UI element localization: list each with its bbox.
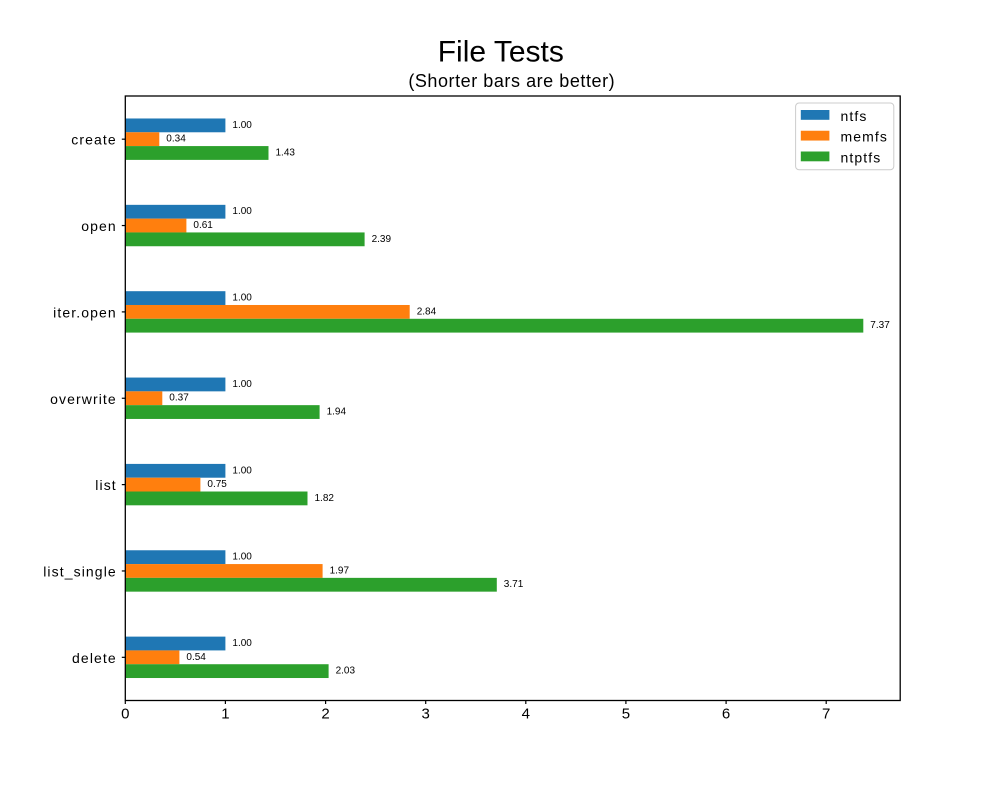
svg-text:0.34: 0.34: [166, 134, 186, 145]
svg-text:overwrite: overwrite: [50, 391, 117, 407]
svg-text:memfs: memfs: [841, 129, 889, 145]
svg-text:ntfs: ntfs: [841, 108, 868, 124]
svg-text:list: list: [95, 477, 117, 493]
svg-text:6: 6: [722, 706, 730, 723]
svg-text:ntptfs: ntptfs: [841, 149, 882, 165]
svg-text:2.39: 2.39: [372, 234, 392, 245]
svg-text:1.00: 1.00: [232, 293, 252, 304]
svg-text:list_single: list_single: [43, 563, 117, 579]
svg-text:1.82: 1.82: [315, 493, 335, 504]
svg-text:1.43: 1.43: [276, 147, 296, 158]
svg-text:1.94: 1.94: [327, 407, 347, 418]
svg-text:0: 0: [121, 706, 129, 723]
svg-text:create: create: [71, 132, 117, 148]
svg-text:4: 4: [522, 706, 530, 723]
svg-text:7.37: 7.37: [870, 320, 890, 331]
svg-text:2.03: 2.03: [336, 666, 356, 677]
svg-text:2: 2: [321, 706, 329, 723]
svg-text:0.37: 0.37: [169, 393, 189, 404]
svg-text:1.00: 1.00: [232, 638, 252, 649]
svg-text:1.00: 1.00: [232, 465, 252, 476]
svg-text:0.61: 0.61: [193, 220, 213, 231]
svg-text:delete: delete: [72, 650, 117, 666]
svg-text:3.71: 3.71: [504, 579, 524, 590]
svg-text:1.00: 1.00: [232, 206, 252, 217]
svg-text:3: 3: [422, 706, 430, 723]
svg-text:5: 5: [622, 706, 630, 723]
svg-text:1: 1: [221, 706, 229, 723]
svg-text:File Tests: File Tests: [438, 36, 564, 69]
svg-text:0.75: 0.75: [207, 479, 227, 490]
svg-text:1.00: 1.00: [232, 120, 252, 131]
svg-text:iter.open: iter.open: [53, 304, 117, 320]
svg-text:(Shorter bars are better): (Shorter bars are better): [408, 71, 615, 91]
svg-text:1.00: 1.00: [232, 552, 252, 563]
svg-text:1.97: 1.97: [330, 565, 350, 576]
svg-text:7: 7: [822, 706, 830, 723]
svg-text:1.00: 1.00: [232, 379, 252, 390]
svg-text:2.84: 2.84: [417, 306, 437, 317]
svg-text:0.54: 0.54: [186, 652, 206, 663]
svg-text:open: open: [81, 218, 117, 234]
